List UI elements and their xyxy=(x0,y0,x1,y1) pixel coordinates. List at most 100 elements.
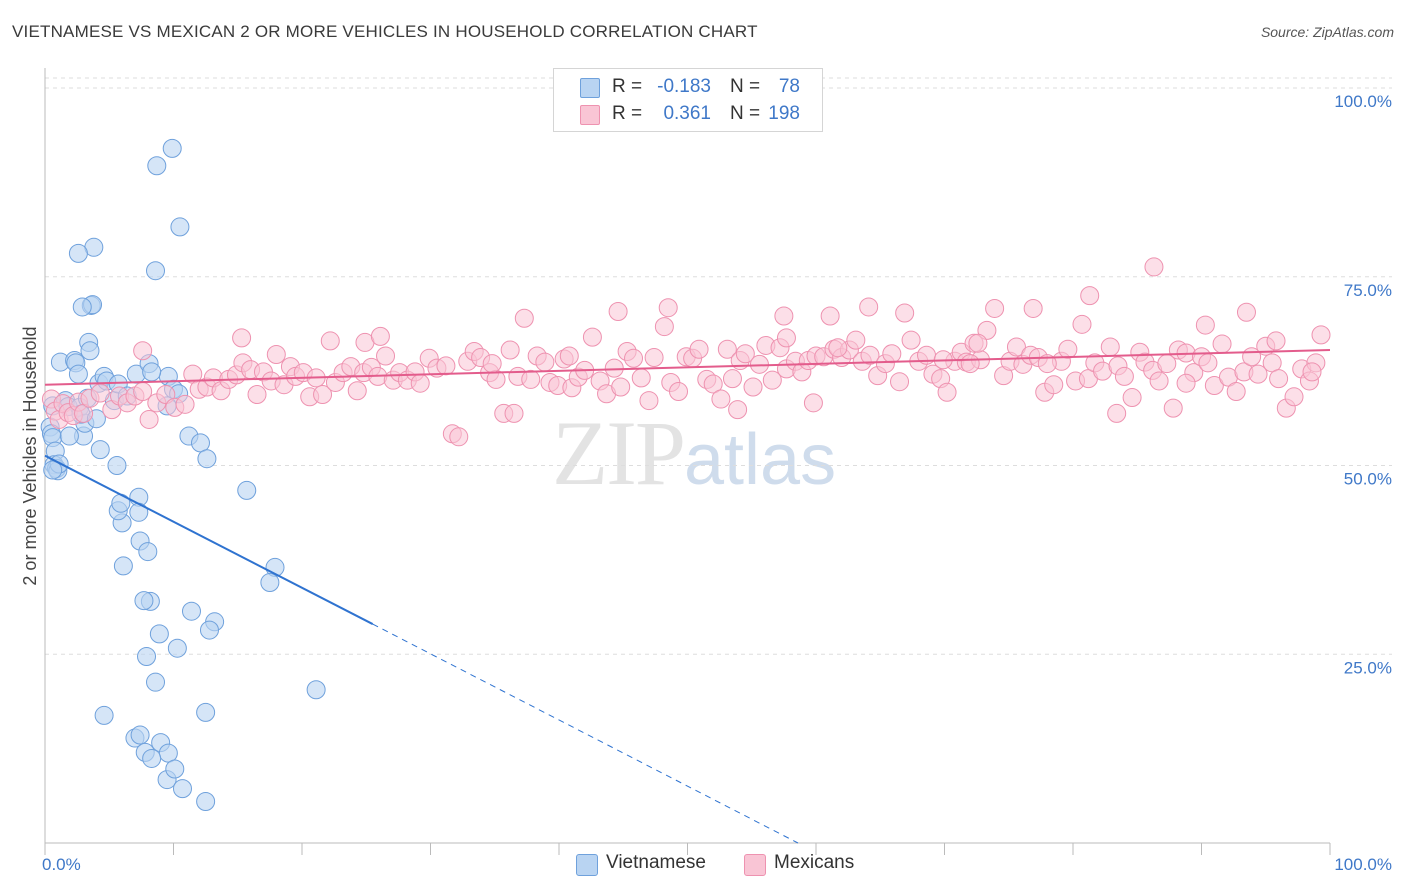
x-tick-label: 0.0% xyxy=(42,855,81,874)
point-mexicans xyxy=(828,338,848,358)
legend-r-value: -0.183 xyxy=(657,76,711,97)
point-mexicans xyxy=(728,400,748,420)
point-mexicans xyxy=(320,331,340,351)
trend-lines xyxy=(44,348,1331,844)
watermark-atlas: atlas xyxy=(684,420,837,500)
point-vietnamese xyxy=(237,480,257,500)
point-vietnamese xyxy=(113,556,133,576)
trend-line-mexicans xyxy=(44,348,1331,386)
point-mexicans xyxy=(762,370,782,390)
point-mexicans xyxy=(1144,257,1164,277)
point-mexicans xyxy=(937,382,957,402)
point-vietnamese xyxy=(172,779,192,799)
point-mexicans xyxy=(90,383,110,403)
point-mexicans xyxy=(559,346,579,366)
point-mexicans xyxy=(1248,364,1268,384)
point-mexicans xyxy=(1204,375,1224,395)
point-vietnamese xyxy=(190,433,210,453)
mexicans-points xyxy=(41,257,1331,447)
point-mexicans xyxy=(410,373,430,393)
x-tick-label: 100.0% xyxy=(1334,855,1392,874)
trend-line-vietnamese-extension xyxy=(372,623,799,844)
point-vietnamese xyxy=(142,748,162,768)
point-mexicans xyxy=(846,330,866,350)
point-mexicans xyxy=(266,345,286,365)
point-vietnamese xyxy=(59,426,79,446)
point-mexicans xyxy=(1163,398,1183,418)
point-mexicans xyxy=(313,385,333,405)
point-mexicans xyxy=(139,409,159,429)
point-mexicans xyxy=(624,348,644,368)
legend-n-label: N = xyxy=(730,103,761,124)
point-mexicans xyxy=(1107,403,1127,423)
watermark: ZIPatlas xyxy=(552,400,836,506)
point-vietnamese xyxy=(94,705,114,725)
legend-n-label: N = xyxy=(730,76,761,97)
point-mexicans xyxy=(1176,373,1196,393)
point-mexicans xyxy=(717,339,737,359)
point-vietnamese xyxy=(68,243,88,263)
point-mexicans xyxy=(985,298,1005,318)
point-vietnamese xyxy=(181,601,201,621)
point-vietnamese xyxy=(196,791,216,811)
point-mexicans xyxy=(774,306,794,326)
legend-r-label: R = xyxy=(612,103,643,124)
point-mexicans xyxy=(449,427,469,447)
point-vietnamese xyxy=(107,456,127,475)
point-mexicans xyxy=(347,381,367,401)
point-mexicans xyxy=(521,369,541,389)
watermark-zip: ZIP xyxy=(552,402,686,504)
point-vietnamese xyxy=(306,680,326,700)
bottom-legend-swatch-vietnamese xyxy=(576,854,598,876)
point-vietnamese xyxy=(147,156,167,176)
legend: R = -0.183 N = 78 R = 0.361 N = 198 xyxy=(553,68,823,132)
point-vietnamese xyxy=(137,647,157,667)
point-vietnamese xyxy=(146,672,166,692)
legend-swatch-mexicans xyxy=(580,105,600,125)
point-mexicans xyxy=(247,385,267,405)
point-mexicans xyxy=(535,352,555,372)
bottom-legend-swatch-mexicans xyxy=(744,854,766,876)
point-vietnamese xyxy=(80,341,100,361)
point-mexicans xyxy=(514,308,534,328)
point-mexicans xyxy=(901,330,921,350)
point-mexicans xyxy=(1226,382,1246,402)
point-mexicans xyxy=(1195,315,1215,335)
legend-n-value: 198 xyxy=(768,103,800,124)
point-mexicans xyxy=(703,374,723,394)
point-mexicans xyxy=(1266,331,1286,351)
point-vietnamese xyxy=(260,573,280,593)
point-mexicans xyxy=(482,354,502,374)
point-mexicans xyxy=(1058,339,1078,359)
bottom-legend-label-vietnamese: Vietnamese xyxy=(606,852,706,873)
point-mexicans xyxy=(1114,366,1134,386)
point-mexicans xyxy=(232,328,252,348)
point-vietnamese xyxy=(142,362,162,382)
point-mexicans xyxy=(1023,298,1043,318)
legend-n-value: 78 xyxy=(778,76,800,97)
point-vietnamese xyxy=(165,759,185,779)
point-mexicans xyxy=(1212,334,1232,354)
point-mexicans xyxy=(722,369,742,389)
point-mexicans xyxy=(644,348,664,368)
point-vietnamese xyxy=(167,638,187,658)
point-mexicans xyxy=(735,344,755,364)
tick-labels: 25.0% 50.0% 75.0% 100.0% 0.0% 100.0% xyxy=(42,92,1392,874)
point-mexicans xyxy=(1198,353,1218,373)
point-mexicans xyxy=(631,368,651,388)
point-mexicans xyxy=(743,377,763,397)
point-mexicans xyxy=(1269,369,1289,389)
point-vietnamese xyxy=(72,297,92,317)
point-vietnamese xyxy=(68,364,88,384)
point-mexicans xyxy=(175,394,195,414)
point-vietnamese xyxy=(130,725,150,745)
point-mexicans xyxy=(1080,286,1100,306)
point-vietnamese xyxy=(170,217,190,237)
point-mexicans xyxy=(968,333,988,353)
point-mexicans xyxy=(608,301,628,321)
point-vietnamese xyxy=(146,261,166,281)
trend-line-vietnamese xyxy=(44,454,374,625)
point-vietnamese xyxy=(196,702,216,722)
bottom-legend-label-mexicans: Mexicans xyxy=(774,852,855,873)
point-mexicans xyxy=(803,393,823,413)
